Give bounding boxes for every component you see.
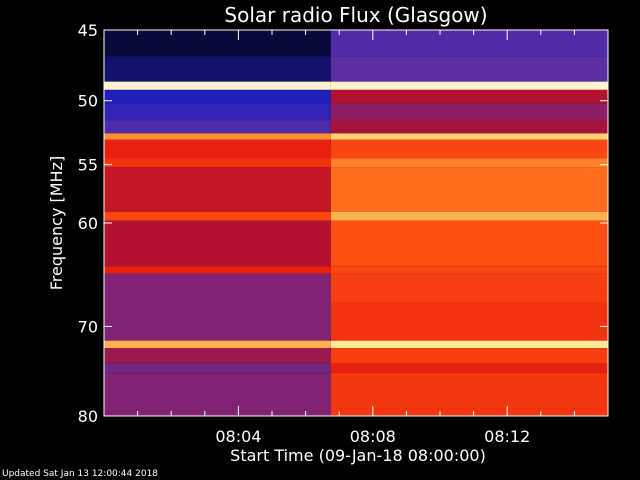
band-17-before bbox=[104, 363, 331, 373]
band-18-before bbox=[104, 372, 331, 416]
y-axis: 45 50 55 60 70 80 bbox=[78, 21, 608, 426]
band-13-before bbox=[104, 273, 331, 303]
band-16-before bbox=[104, 348, 331, 364]
band-3-after bbox=[330, 89, 608, 104]
band-15-before bbox=[104, 340, 331, 349]
y-tick-label-4: 70 bbox=[78, 317, 98, 336]
band-3-before bbox=[104, 89, 331, 104]
y-tick-label-1: 50 bbox=[78, 92, 98, 111]
x-axis-label: Start Time (09-Jan-18 08:00:00) bbox=[230, 446, 486, 465]
plot-area bbox=[104, 30, 608, 416]
chart-title: Solar radio Flux (Glasgow) bbox=[224, 3, 487, 27]
band-0-before bbox=[104, 30, 331, 57]
band-0-after bbox=[330, 30, 608, 57]
band-11-after bbox=[330, 220, 608, 267]
y-tick-label-5: 80 bbox=[78, 407, 98, 426]
band-6-before bbox=[104, 133, 331, 140]
band-18-after bbox=[330, 372, 608, 416]
y-axis-label: Frequency [MHz] bbox=[47, 156, 66, 290]
x-tick-label-0: 08:04 bbox=[215, 427, 261, 446]
band-5-after bbox=[330, 120, 608, 134]
band-12-before bbox=[104, 266, 331, 274]
band-9-after bbox=[330, 167, 608, 212]
x-axis: 08:04 08:08 08:12 bbox=[103, 30, 609, 446]
band-4-after bbox=[330, 103, 608, 121]
band-12-after bbox=[330, 266, 608, 274]
y-tick-label-2: 55 bbox=[78, 156, 98, 175]
band-9-before bbox=[104, 167, 331, 212]
band-6-after bbox=[330, 133, 608, 140]
band-10-after bbox=[330, 211, 608, 221]
band-16-after bbox=[330, 348, 608, 364]
band-7-before bbox=[104, 139, 331, 159]
band-1-after bbox=[330, 56, 608, 82]
band-14-before bbox=[104, 302, 331, 341]
band-4-before bbox=[104, 103, 331, 121]
band-11-before bbox=[104, 220, 331, 267]
updated-timestamp: Updated Sat Jan 13 12:00:44 2018 bbox=[2, 469, 159, 479]
band-2-after bbox=[330, 81, 608, 90]
band-14-after bbox=[330, 302, 608, 341]
band-1-before bbox=[104, 56, 331, 82]
x-tick-label-2: 08:12 bbox=[484, 427, 530, 446]
band-8-before bbox=[104, 158, 331, 168]
y-tick-label-3: 60 bbox=[78, 214, 98, 233]
band-8-after bbox=[330, 158, 608, 168]
band-10-before bbox=[104, 211, 331, 221]
band-13-after bbox=[330, 273, 608, 303]
band-15-after bbox=[330, 340, 608, 349]
band-5-before bbox=[104, 120, 331, 134]
y-tick-label-0: 45 bbox=[78, 21, 98, 40]
x-tick-label-1: 08:08 bbox=[350, 427, 396, 446]
band-7-after bbox=[330, 139, 608, 159]
band-17-after bbox=[330, 363, 608, 373]
band-2-before bbox=[104, 81, 331, 90]
